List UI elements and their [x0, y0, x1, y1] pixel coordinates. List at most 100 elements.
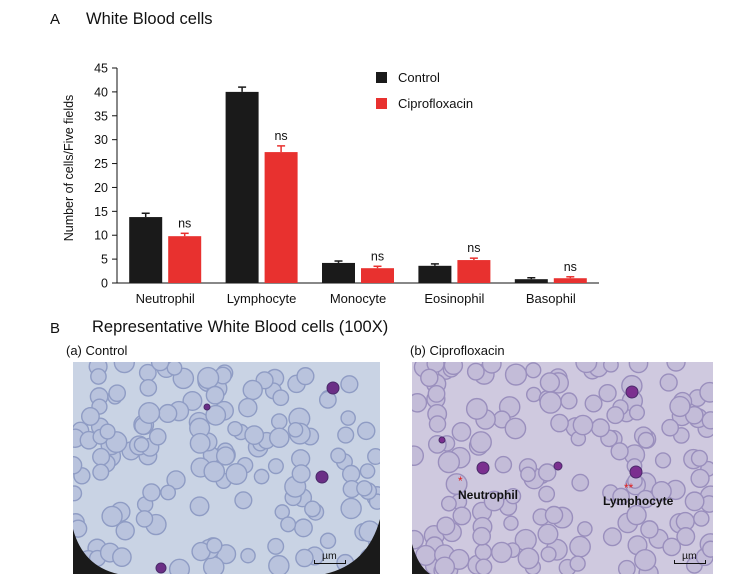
- y-tick-label: 25: [94, 157, 108, 171]
- red-blood-cell: [272, 389, 290, 407]
- red-blood-cell: [205, 385, 225, 405]
- red-blood-cell: [206, 537, 223, 554]
- red-blood-cell: [690, 468, 710, 489]
- red-blood-cell: [637, 431, 655, 449]
- red-blood-cell: [90, 368, 107, 385]
- red-blood-cell: [356, 480, 373, 497]
- red-blood-cell: [92, 463, 110, 481]
- bar-ciprofloxacin-neutrophil: [168, 236, 202, 283]
- red-blood-cell: [676, 527, 696, 547]
- red-blood-cell: [215, 446, 236, 466]
- red-blood-cell: [572, 414, 594, 436]
- red-blood-cell: [291, 464, 311, 484]
- y-tick-label: 20: [94, 181, 108, 195]
- significance-label: ns: [178, 216, 191, 230]
- bar-control-lymphocyte: [225, 91, 259, 283]
- red-blood-cell: [483, 490, 505, 512]
- red-blood-cell: [341, 464, 361, 484]
- red-blood-cell: [628, 404, 646, 421]
- red-blood-cell: [340, 375, 359, 394]
- red-blood-cell: [267, 458, 284, 475]
- red-blood-cell: [295, 548, 314, 568]
- y-tick-label: 10: [94, 229, 108, 243]
- x-tick-label: Basophil: [526, 291, 576, 306]
- bar-ciprofloxacin-eosinophil: [457, 260, 491, 283]
- red-blood-cell: [253, 468, 270, 485]
- red-blood-cell: [654, 452, 672, 469]
- cipro-image-label: (b) Ciprofloxacin: [410, 343, 505, 358]
- red-blood-cell: [92, 447, 111, 466]
- chart-legend: Control Ciprofloxacin: [376, 70, 473, 111]
- red-blood-cell: [684, 491, 705, 512]
- red-blood-cell: [651, 480, 672, 502]
- red-blood-cell: [135, 510, 154, 528]
- neutrophil-marker: *: [458, 474, 463, 488]
- red-blood-cell: [465, 397, 488, 420]
- significance-label: ns: [371, 249, 384, 263]
- red-blood-cell: [640, 520, 659, 539]
- red-blood-cell: [569, 555, 586, 572]
- red-blood-cell: [437, 450, 461, 474]
- red-blood-cell: [182, 390, 203, 411]
- red-blood-cell: [166, 362, 183, 376]
- bar-control-monocyte: [322, 262, 355, 283]
- red-blood-cell: [80, 406, 100, 426]
- lens-vignette-left: [412, 544, 430, 574]
- red-blood-cell: [466, 362, 485, 381]
- red-blood-cell: [584, 394, 603, 413]
- red-blood-cell: [150, 362, 170, 372]
- chart-labels: ns Neutrophil ns Lymphocyte ns Monocyte ns Eosi…: [136, 129, 577, 306]
- y-tick-label: 0: [101, 277, 108, 291]
- ciprofloxacin-scale-bar: µm: [674, 550, 706, 565]
- scale-bar-unit: µm: [322, 550, 337, 562]
- bar-control-neutrophil: [129, 217, 163, 283]
- red-blood-cell: [205, 404, 227, 426]
- red-blood-cell: [168, 558, 191, 574]
- red-blood-cell: [550, 413, 569, 433]
- neutrophil-annotation: Neutrophil: [458, 488, 518, 502]
- white-blood-cell: [438, 436, 446, 444]
- red-blood-cell: [538, 463, 557, 482]
- red-blood-cell: [474, 543, 492, 561]
- red-blood-cell: [234, 491, 253, 510]
- red-blood-cell: [520, 466, 536, 483]
- y-tick-label: 15: [94, 205, 108, 219]
- red-blood-cell: [242, 379, 263, 401]
- red-blood-cell: [603, 362, 619, 373]
- red-blood-cell: [490, 541, 513, 564]
- red-blood-cell: [112, 547, 132, 567]
- red-blood-cell: [525, 386, 542, 403]
- legend-swatch-control: [376, 72, 387, 83]
- red-blood-cell: [504, 363, 528, 386]
- red-blood-cell: [337, 426, 355, 444]
- red-blood-cell: [138, 401, 161, 425]
- red-blood-cell: [142, 483, 161, 502]
- y-tick-label: 45: [94, 62, 108, 76]
- red-blood-cell: [440, 495, 457, 512]
- bar-ciprofloxacin-monocyte: [361, 268, 394, 283]
- white-blood-cell: [553, 461, 563, 471]
- red-blood-cell: [412, 529, 424, 550]
- red-blood-cell: [659, 373, 678, 392]
- red-blood-cell: [577, 521, 593, 537]
- y-axis-label: Number of cells/Five fields: [62, 95, 76, 242]
- red-blood-cell: [203, 460, 226, 483]
- red-blood-cell: [626, 504, 647, 526]
- lens-vignette-right: [325, 519, 380, 574]
- control-image-label: (a) Control: [66, 343, 128, 358]
- red-blood-cell: [197, 366, 220, 390]
- bar-control-basophil: [514, 279, 548, 283]
- red-blood-cell: [225, 462, 248, 485]
- red-blood-cell: [244, 425, 265, 446]
- red-blood-cell: [287, 422, 304, 438]
- red-blood-cell: [436, 516, 456, 536]
- red-blood-cell: [73, 485, 83, 502]
- red-blood-cell: [539, 372, 561, 393]
- red-blood-cell: [412, 445, 425, 466]
- red-blood-cell: [504, 488, 522, 505]
- red-blood-cell: [606, 406, 625, 425]
- red-blood-cell: [340, 410, 356, 426]
- red-blood-cell: [472, 526, 492, 546]
- bar-control-eosinophil: [418, 265, 452, 283]
- red-blood-cell: [420, 368, 439, 388]
